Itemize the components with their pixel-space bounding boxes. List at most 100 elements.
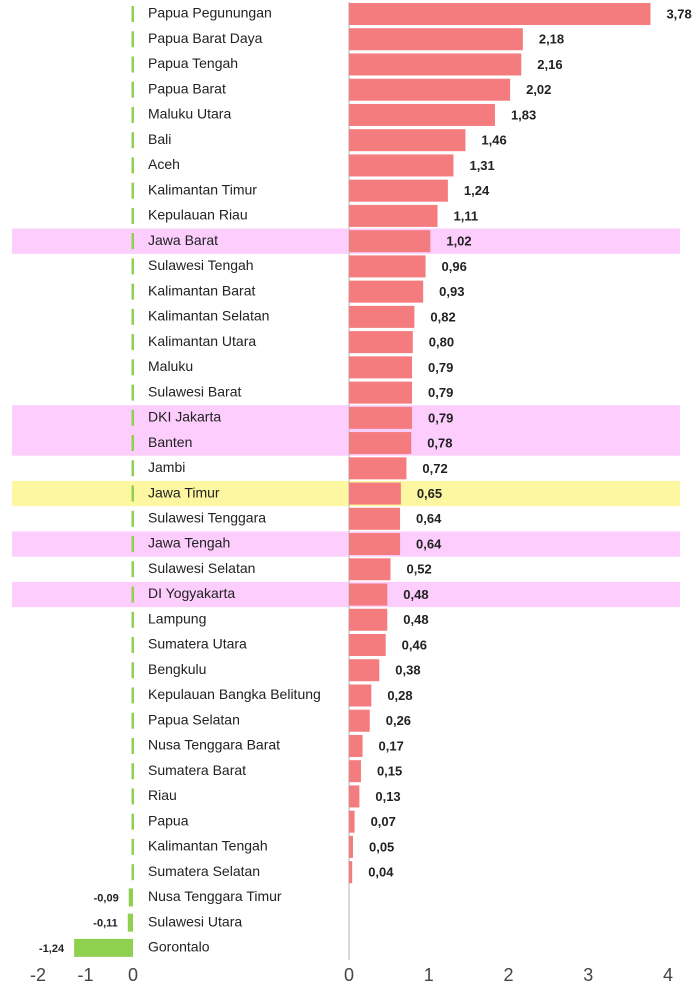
category-label: Kalimantan Barat	[148, 282, 256, 298]
x-tick-label: 1	[424, 965, 434, 985]
value-label: 0,78	[427, 436, 452, 451]
category-label: Kalimantan Timur	[148, 181, 257, 197]
segment	[131, 460, 134, 477]
bar	[349, 179, 448, 202]
segment	[131, 788, 134, 805]
bar	[349, 482, 401, 505]
segment	[131, 106, 134, 123]
bar	[349, 734, 363, 757]
segment	[131, 662, 134, 679]
category-label: Banten	[148, 434, 192, 450]
bar	[349, 810, 355, 833]
value-label: 2,18	[539, 32, 564, 47]
category-label: Papua Selatan	[148, 711, 240, 727]
bar	[349, 255, 426, 278]
segment	[131, 56, 134, 73]
segment	[131, 485, 134, 502]
bar	[349, 760, 361, 783]
category-label: Bali	[148, 131, 171, 147]
segment	[131, 258, 134, 275]
segment	[131, 157, 134, 174]
bar	[349, 129, 466, 152]
bar	[349, 331, 413, 354]
bar	[74, 938, 133, 957]
segment	[131, 283, 134, 300]
category-label: DKI Jakarta	[148, 409, 221, 425]
value-label: 0,48	[403, 587, 428, 602]
bar	[349, 230, 431, 253]
value-label: 0,28	[387, 688, 412, 703]
segment	[131, 308, 134, 325]
bar	[349, 835, 353, 858]
segment	[131, 233, 134, 250]
segment	[131, 586, 134, 603]
segment	[131, 81, 134, 98]
bar	[349, 457, 407, 480]
bar	[349, 785, 360, 808]
value-label: -1,24	[39, 943, 65, 955]
bar	[349, 154, 454, 177]
bar	[349, 533, 401, 556]
category-label: Bengkulu	[148, 661, 206, 677]
row-highlight	[12, 405, 680, 431]
bar	[349, 28, 523, 51]
value-label: 0,93	[439, 284, 464, 299]
value-label: 0,52	[406, 562, 431, 577]
segment	[131, 409, 134, 426]
value-label: 0,15	[377, 764, 402, 779]
bar	[349, 406, 413, 429]
value-label: 1,24	[464, 183, 490, 198]
value-label: 0,82	[430, 309, 455, 324]
category-label: Papua Tengah	[148, 55, 238, 71]
segment	[131, 132, 134, 149]
category-label: Sulawesi Barat	[148, 383, 241, 399]
value-label: 0,79	[428, 360, 453, 375]
value-label: 0,38	[395, 663, 420, 678]
segment	[131, 864, 134, 881]
segment	[131, 611, 134, 628]
bar	[349, 78, 511, 101]
value-label: 0,64	[416, 536, 442, 551]
segment	[131, 637, 134, 653]
x-tick-label: 3	[583, 965, 593, 985]
value-label: 0,96	[442, 259, 467, 274]
x-tick-label: -2	[30, 965, 46, 985]
category-label: Sulawesi Tengah	[148, 257, 254, 273]
category-label: Kepulauan Riau	[148, 207, 248, 223]
x-tick-label: 0	[128, 965, 138, 985]
bar	[349, 608, 388, 631]
bar	[349, 103, 495, 126]
segment	[131, 763, 134, 780]
value-label: 0,04	[368, 865, 394, 880]
category-label: Papua Barat	[148, 80, 226, 96]
bar	[128, 888, 133, 907]
bar	[349, 432, 412, 455]
bar	[349, 507, 401, 530]
segment	[131, 6, 134, 22]
segment	[131, 359, 134, 376]
category-label: Nusa Tenggara Barat	[148, 737, 280, 753]
category-label: Papua Pegunungan	[148, 5, 272, 21]
segment	[131, 510, 134, 527]
bar	[349, 53, 522, 76]
category-label: Maluku Utara	[148, 106, 231, 122]
segment	[131, 687, 134, 704]
bar	[349, 659, 380, 682]
category-label: Kalimantan Selatan	[148, 308, 269, 324]
bar	[349, 280, 424, 303]
bar	[349, 3, 651, 25]
row-highlight	[12, 531, 680, 557]
category-label: Kalimantan Utara	[148, 333, 256, 349]
value-label: 0,05	[369, 839, 394, 854]
row-highlight	[12, 581, 680, 608]
value-label: 0,64	[416, 511, 442, 526]
segment	[131, 737, 134, 754]
segment	[131, 334, 134, 351]
value-label: 0,07	[371, 814, 396, 829]
value-label: 3,78	[666, 6, 691, 21]
bar	[349, 381, 413, 404]
value-label: 0,13	[375, 789, 400, 804]
segment	[131, 207, 134, 224]
category-label: Jambi	[148, 459, 185, 475]
